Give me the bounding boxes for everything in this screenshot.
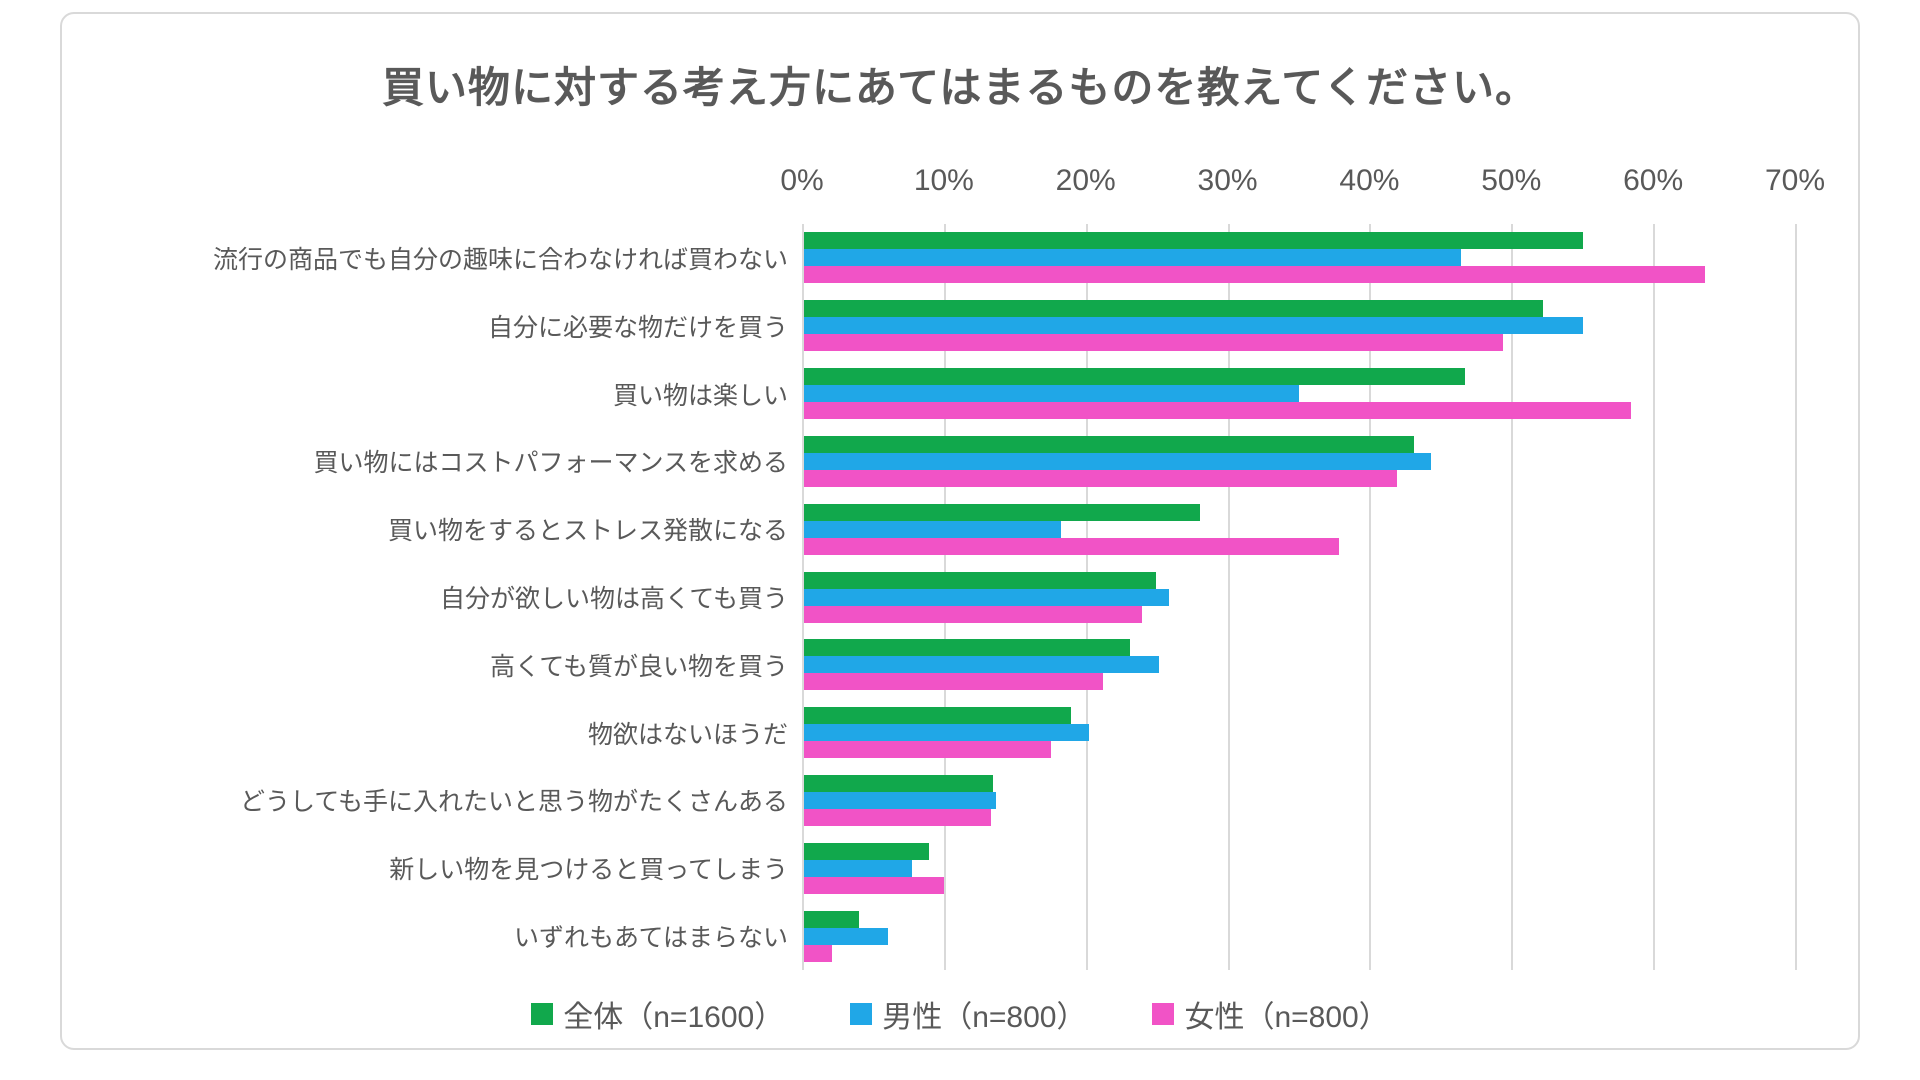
x-tick-label: 20% [1055, 164, 1116, 197]
bar-female [804, 266, 1705, 284]
bar-female [804, 469, 1397, 487]
bar-overall [804, 435, 1414, 453]
legend-label: 女性（n=800） [1184, 1001, 1389, 1034]
legend-swatch-icon [531, 1003, 554, 1025]
x-tick-label: 0% [780, 164, 824, 197]
gridline [1795, 224, 1797, 970]
category-label: 新しい物を見つけると買ってしまう [389, 856, 788, 885]
category-label: 買い物をするとストレス発散になる [387, 517, 788, 546]
bar-female [804, 673, 1104, 691]
bar-male [804, 588, 1169, 606]
gridline [1653, 224, 1656, 970]
legend-label: 男性（n=800） [882, 1001, 1087, 1034]
category-label: 流行の商品でも自分の趣味に合わなければ買わない [212, 245, 788, 274]
bar-female [804, 605, 1142, 623]
bar-overall [804, 774, 993, 792]
bar-male [804, 317, 1583, 335]
legend-item-female: 女性（n=800） [1152, 992, 1389, 1036]
category-label: 高くても質が良い物を買う [489, 652, 788, 681]
gridline [802, 224, 804, 970]
legend-item-overall: 全体（n=1600） [531, 992, 784, 1036]
category-label: 買い物にはコストパフォーマンスを求める [313, 449, 788, 478]
bar-male [804, 452, 1431, 470]
plot-area: 0% 10% 20% 30% 40% 50% 60% 70% 流行の商品でも自分の趣味に合わなけ… [62, 14, 1858, 1048]
gridline [1227, 224, 1230, 970]
bar-female [804, 334, 1504, 352]
category-label: 買い物は楽しい [612, 381, 788, 410]
x-tick-label: 30% [1197, 164, 1258, 197]
bar-overall [804, 300, 1544, 318]
bar-overall [804, 910, 860, 928]
bar-female [804, 876, 945, 894]
category-label: 物欲はないほうだ [587, 720, 788, 749]
x-tick-label: 70% [1764, 164, 1826, 197]
legend: 全体（n=1600） 男性（n=800） 女性（n=800） [62, 992, 1858, 1036]
x-tick-label: 50% [1481, 164, 1542, 197]
x-tick-label: 10% [913, 164, 974, 197]
gridline [1369, 224, 1372, 970]
bar-female [804, 741, 1051, 759]
bar-male [804, 859, 912, 877]
category-label: どうしても手に入れたいと思う物がたくさんある [239, 788, 788, 817]
legend-item-male: 男性（n=800） [850, 992, 1086, 1036]
bar-male [804, 385, 1300, 403]
bar-overall [804, 368, 1466, 386]
x-tick-label: 60% [1623, 164, 1684, 197]
chart-card: 買い物に対する考え方にあてはまるものを教えてください。 0% 10% 20% 30% 4… [60, 12, 1860, 1050]
bar-overall [804, 707, 1071, 725]
bar-male [804, 791, 996, 809]
bar-male [804, 724, 1090, 742]
bar-male [804, 927, 888, 945]
bar-overall [804, 639, 1131, 657]
x-tick-label: 40% [1339, 164, 1400, 197]
bar-male [804, 656, 1159, 674]
bar-female [804, 944, 833, 962]
bar-male [804, 249, 1461, 267]
category-label: 自分に必要な物だけを買う [487, 313, 788, 342]
bar-female [804, 402, 1632, 420]
legend-swatch-icon [1152, 1003, 1175, 1025]
bar-overall [804, 503, 1200, 521]
legend-label: 全体（n=1600） [563, 1001, 785, 1034]
category-label: いずれもあてはまらない [513, 924, 788, 953]
bar-female [804, 808, 992, 826]
category-label: 自分が欲しい物は高くても買う [439, 584, 788, 613]
bar-male [804, 520, 1061, 538]
chart-title: 買い物に対する考え方にあてはまるものを教えてください。 [382, 64, 1538, 111]
gridline [1511, 224, 1514, 970]
legend-swatch-icon [850, 1003, 873, 1025]
bar-overall [804, 232, 1583, 250]
bar-female [804, 537, 1339, 555]
bar-overall [804, 842, 929, 860]
bar-overall [804, 571, 1156, 589]
